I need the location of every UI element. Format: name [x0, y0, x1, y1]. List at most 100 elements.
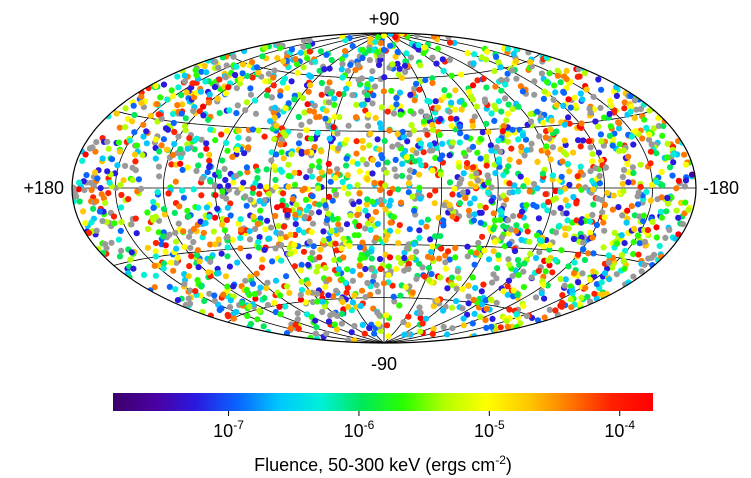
burst-point	[595, 76, 602, 83]
burst-point	[246, 291, 253, 299]
burst-point	[277, 311, 284, 318]
burst-point	[356, 198, 363, 205]
burst-point	[320, 228, 327, 235]
burst-point	[291, 241, 298, 249]
burst-point	[641, 238, 649, 245]
burst-point	[507, 226, 515, 233]
colorbar-title-exponent: -2	[495, 453, 506, 467]
burst-point	[314, 129, 321, 136]
burst-point	[308, 163, 315, 170]
burst-point	[330, 216, 337, 223]
burst-point	[467, 200, 474, 207]
burst-point	[429, 330, 436, 338]
burst-point	[162, 248, 169, 255]
burst-point	[332, 240, 339, 247]
burst-point	[447, 115, 454, 122]
burst-point	[237, 216, 244, 223]
burst-point	[515, 272, 522, 279]
burst-point	[392, 34, 399, 41]
burst-point	[446, 179, 454, 186]
burst-point	[590, 93, 597, 100]
burst-point	[375, 288, 382, 295]
north-pole-label: +90	[369, 9, 400, 29]
burst-point	[296, 169, 303, 176]
burst-point	[422, 315, 430, 322]
burst-point	[563, 67, 570, 74]
burst-point	[99, 217, 106, 225]
burst-point	[561, 137, 568, 144]
burst-point	[349, 299, 357, 306]
burst-point	[263, 166, 270, 173]
burst-point	[440, 217, 447, 224]
burst-point	[196, 108, 203, 115]
burst-point	[544, 207, 551, 214]
burst-point	[282, 105, 289, 112]
burst-point	[457, 130, 464, 137]
burst-point	[366, 142, 373, 149]
burst-point	[565, 263, 572, 270]
burst-point	[300, 229, 307, 236]
burst-point	[168, 87, 175, 94]
burst-point	[406, 174, 413, 181]
burst-point	[377, 40, 384, 47]
burst-point	[488, 184, 495, 191]
burst-point	[474, 77, 481, 84]
burst-point	[649, 218, 656, 226]
burst-point	[504, 110, 511, 117]
burst-point	[160, 136, 167, 143]
burst-point	[326, 65, 333, 72]
burst-point	[433, 60, 440, 67]
burst-point	[243, 99, 250, 106]
burst-point	[478, 288, 485, 295]
burst-point	[368, 266, 375, 273]
burst-point	[274, 204, 281, 211]
burst-point	[456, 180, 463, 187]
burst-point	[178, 92, 185, 99]
burst-point	[387, 33, 394, 37]
burst-point	[326, 135, 333, 142]
burst-point	[417, 195, 424, 202]
burst-point	[419, 320, 426, 327]
burst-point	[289, 196, 296, 203]
burst-point	[651, 251, 658, 258]
burst-point	[410, 127, 417, 134]
burst-point	[105, 113, 112, 120]
burst-point	[445, 248, 452, 255]
burst-point	[546, 246, 553, 253]
burst-point	[658, 194, 665, 201]
burst-point	[670, 151, 677, 158]
burst-point	[236, 80, 243, 87]
burst-point	[498, 234, 505, 241]
burst-point	[381, 137, 388, 144]
burst-point	[374, 48, 381, 56]
burst-point	[211, 182, 218, 189]
burst-point	[416, 86, 423, 93]
burst-point	[498, 87, 505, 94]
burst-point	[268, 94, 275, 101]
burst-point	[99, 155, 106, 162]
burst-point	[206, 164, 213, 171]
burst-point	[284, 212, 291, 219]
burst-point	[550, 209, 557, 216]
burst-point	[363, 201, 370, 208]
burst-point	[168, 259, 175, 266]
burst-point	[170, 267, 177, 274]
colorbar-title-prefix: Fluence, 50-300 keV (ergs cm	[254, 455, 495, 475]
burst-point	[314, 298, 321, 305]
burst-point	[405, 180, 412, 187]
burst-point	[515, 136, 522, 143]
burst-point	[221, 227, 229, 234]
burst-point	[509, 106, 516, 113]
burst-point	[368, 255, 375, 262]
burst-point	[326, 168, 333, 175]
burst-point	[152, 253, 159, 260]
burst-point	[356, 168, 363, 175]
burst-point	[506, 156, 513, 163]
burst-point	[343, 155, 350, 162]
burst-point	[439, 140, 446, 147]
burst-point	[508, 67, 515, 74]
burst-point	[301, 185, 308, 192]
burst-point	[172, 178, 179, 185]
burst-point	[323, 107, 330, 114]
burst-point	[420, 118, 427, 125]
